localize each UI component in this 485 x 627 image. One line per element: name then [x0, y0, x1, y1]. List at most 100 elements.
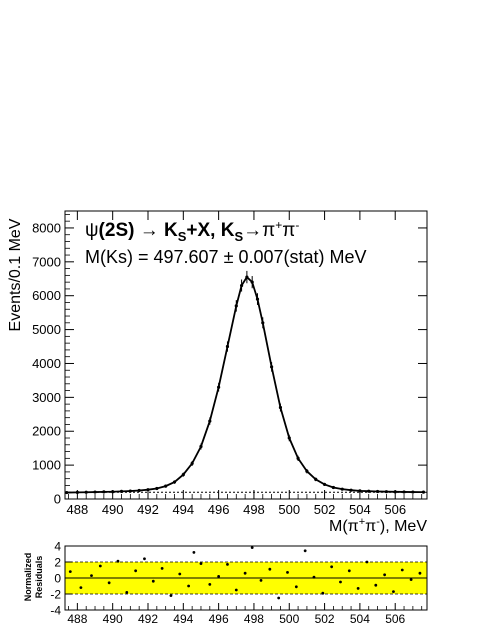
- main-x-tick-label: 498: [243, 502, 265, 517]
- mass-result-label: M(Ks) = 497.607 ± 0.007(stat) MeV: [85, 247, 367, 267]
- main-data-point: [278, 405, 283, 410]
- main-data-point: [172, 480, 177, 484]
- main-y-tick-label: 6000: [32, 288, 61, 303]
- main-data-point: [137, 488, 141, 493]
- residual-y-tick-label: 4: [54, 540, 61, 554]
- main-x-tick-label: 494: [172, 502, 194, 517]
- main-data-point: [255, 297, 260, 301]
- residual-x-tick-label: 496: [209, 612, 229, 626]
- residual-point: [321, 591, 325, 595]
- main-y-tick-label: 4000: [32, 356, 61, 371]
- residual-point: [116, 559, 120, 563]
- residual-x-tick-label: 498: [244, 612, 264, 626]
- residual-point: [234, 588, 238, 592]
- main-y-tick-label: 0: [54, 492, 61, 507]
- main-data-point: [93, 490, 97, 494]
- main-plot-frame: [64, 210, 428, 500]
- residual-point: [90, 574, 93, 577]
- residual-point: [125, 591, 129, 594]
- main-x-tick-label: 500: [278, 502, 300, 517]
- main-x-tick-label: 488: [67, 502, 89, 517]
- residual-point: [418, 571, 422, 575]
- main-data-point: [190, 461, 194, 466]
- main-data-point: [331, 485, 336, 490]
- main-x-tick-label: 490: [102, 502, 124, 517]
- residual-y-axis-ticks: 4 2 0 -2 -4: [50, 540, 72, 618]
- main-data-point: [384, 490, 388, 494]
- main-data-point: [208, 419, 212, 423]
- residual-point: [392, 590, 395, 593]
- main-data-point: [402, 490, 406, 494]
- main-data-point: [225, 344, 230, 349]
- main-y-tick-label: 7000: [32, 254, 61, 269]
- main-x-axis-label: M(π+π-), MeV: [329, 516, 427, 535]
- main-y-tick-label: 8000: [32, 220, 61, 235]
- residual-panel: 4 2 0 -2 -4 488 490 492 494 496 498 500 502 504 506 N…: [23, 540, 428, 626]
- residual-point: [383, 573, 387, 577]
- residual-point: [294, 585, 298, 589]
- main-x-tick-label: 506: [384, 502, 406, 517]
- main-data-point: [270, 365, 274, 369]
- main-x-tick-label: 496: [208, 502, 230, 517]
- main-data-point: [245, 275, 249, 279]
- decay-label: ψ(2S) → KS+X, KS→π+π-: [85, 218, 299, 244]
- residual-point: [187, 584, 191, 588]
- main-data-point: [375, 489, 380, 494]
- main-data-point: [102, 490, 106, 494]
- main-data-point: [75, 490, 79, 494]
- main-data-point: [421, 490, 426, 494]
- main-data-point: [261, 321, 265, 325]
- main-y-tick-label: 3000: [32, 390, 61, 405]
- residual-point: [192, 551, 196, 554]
- residual-point: [178, 572, 182, 576]
- main-data-points: [65, 270, 426, 495]
- residual-point: [68, 570, 72, 573]
- residual-point: [400, 568, 404, 572]
- main-data-point: [146, 488, 150, 492]
- main-data-point: [181, 473, 185, 477]
- main-y-tick-label: 1000: [32, 458, 61, 473]
- main-data-point: [340, 487, 344, 491]
- main-data-point: [393, 490, 397, 494]
- main-panel: 0 1000 2000 3000 4000 5000 6000 7000 8000 488 490…: [7, 210, 428, 535]
- residual-point: [199, 562, 203, 565]
- residual-point: [250, 546, 254, 549]
- residual-point: [259, 579, 263, 582]
- main-data-point: [111, 490, 115, 494]
- main-data-point: [217, 385, 221, 389]
- residual-point: [160, 567, 164, 570]
- residual-x-tick-label: 502: [315, 612, 335, 626]
- residual-point: [339, 580, 342, 584]
- main-data-point: [305, 469, 309, 473]
- residual-x-tick-label: 494: [173, 612, 193, 626]
- residual-point: [107, 581, 111, 585]
- residual-point: [409, 578, 413, 581]
- residual-point: [347, 569, 351, 573]
- main-data-point: [358, 489, 362, 493]
- main-data-point: [155, 486, 159, 491]
- main-data-point: [84, 490, 88, 494]
- main-data-point: [296, 456, 300, 460]
- residual-point: [330, 565, 334, 569]
- main-data-point: [164, 484, 168, 488]
- main-data-point: [128, 489, 132, 493]
- residual-point: [98, 564, 102, 568]
- residual-x-tick-label: 504: [350, 612, 370, 626]
- main-x-axis-ticks: 488 490 492 494 496 498 500 502 504 506: [67, 211, 423, 517]
- residual-point: [303, 549, 307, 553]
- main-x-tick-label: 504: [349, 502, 371, 517]
- residual-point: [286, 571, 289, 574]
- residual-y-tick-label: -2: [50, 588, 61, 602]
- residual-point: [169, 594, 173, 597]
- residual-x-axis-ticks: 488 490 492 494 496 498 500 502 504 506: [67, 603, 423, 626]
- residual-x-tick-label: 500: [279, 612, 299, 626]
- main-data-point: [349, 488, 353, 492]
- residual-point: [277, 596, 281, 600]
- main-data-point: [234, 304, 238, 308]
- main-data-point: [367, 489, 371, 493]
- residual-point: [356, 587, 360, 590]
- main-data-point: [250, 280, 254, 284]
- main-data-point: [65, 490, 69, 495]
- residual-x-tick-label: 506: [385, 612, 405, 626]
